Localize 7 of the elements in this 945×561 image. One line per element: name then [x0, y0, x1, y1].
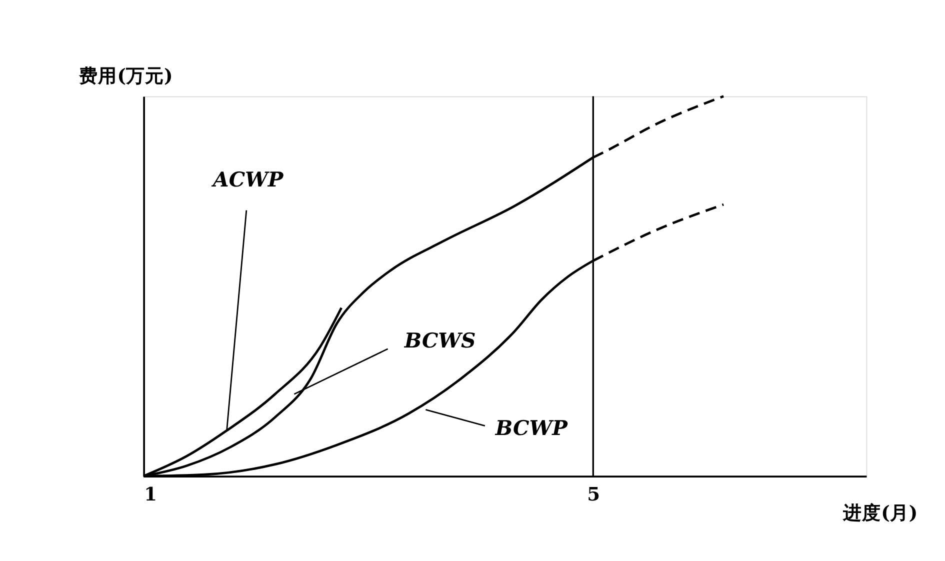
x-tick-label: 5 — [587, 484, 600, 506]
annotation: ACWP — [211, 168, 284, 192]
x-axis-title: 进度(月) — [842, 502, 918, 524]
annotation: BCWP — [494, 416, 568, 440]
y-axis-title: 费用(万元) — [78, 64, 173, 87]
x-tick-label: 1 — [144, 484, 157, 506]
annotation: BCWS — [403, 328, 476, 352]
